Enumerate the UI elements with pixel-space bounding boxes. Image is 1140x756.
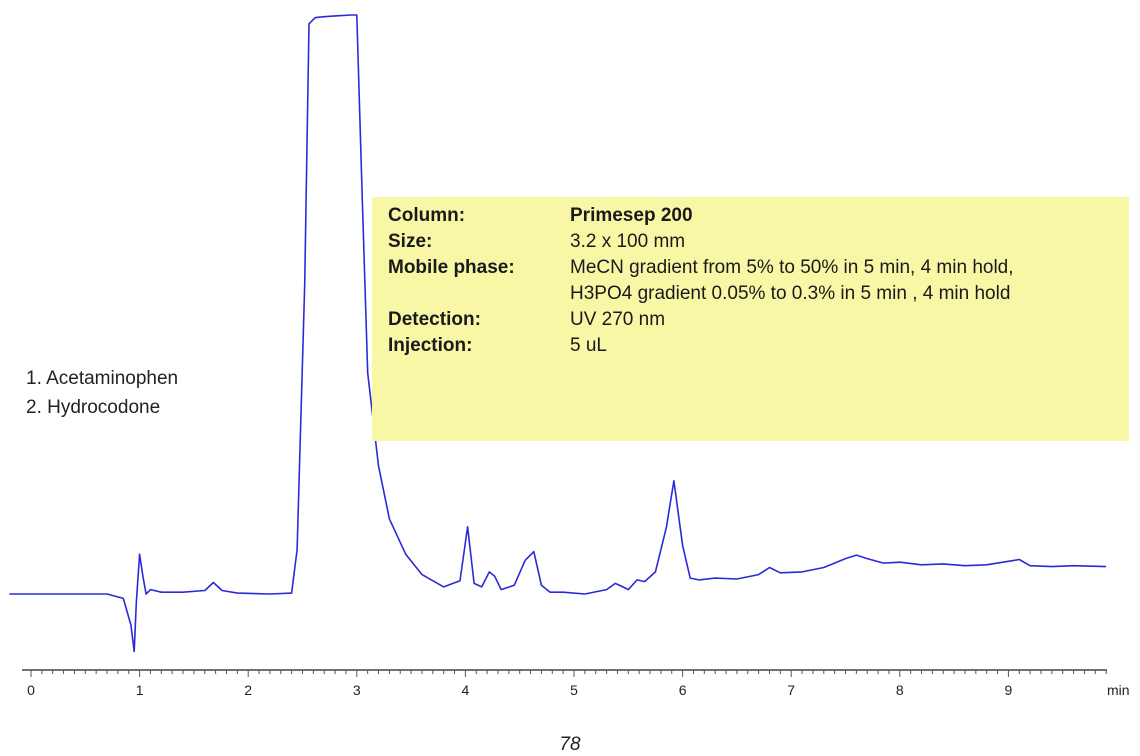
mobile-phase-row: Mobile phase: MeCN gradient from 5% to 5…: [388, 255, 1129, 307]
mobile-phase-value: MeCN gradient from 5% to 50% in 5 min, 4…: [570, 255, 1129, 307]
size-label: Size:: [388, 231, 433, 252]
page-number: 78: [559, 734, 581, 755]
x-tick-label: 2: [244, 682, 252, 698]
legend-item-hydrocodone: 2. Hydrocodone: [26, 397, 161, 418]
detection-row: Detection: UV 270 nm: [388, 307, 1129, 333]
mobile-phase-line-2: H3PO4 gradient 0.05% to 0.3% in 5 min , …: [570, 283, 1011, 304]
peak-legend: 1. Acetaminophen 2. Hydrocodone: [26, 364, 178, 422]
column-row: Column: Primesep 200: [388, 203, 1129, 229]
detection-label: Detection:: [388, 309, 481, 330]
detection-value: UV 270 nm: [570, 309, 666, 330]
x-tick-label: 9: [1005, 682, 1013, 698]
x-tick-label: 0: [27, 682, 35, 698]
chromatogram-trace-0: [9, 14, 1107, 653]
x-tick-label: 4: [462, 682, 470, 698]
size-row: Size: 3.2 x 100 mm: [388, 229, 1129, 255]
x-tick-label: 5: [570, 682, 578, 698]
injection-row: Injection: 5 uL: [388, 333, 1129, 359]
injection-label: Injection:: [388, 335, 473, 356]
chromatogram-trace-group: [9, 14, 1107, 653]
size-value: 3.2 x 100 mm: [570, 231, 686, 252]
x-axis-ticks: 0 1 2 3 4 5 6 7 8 9 min: [27, 670, 1130, 698]
x-tick-label: 7: [787, 682, 795, 698]
mobile-phase-line-1: MeCN gradient from 5% to 50% in 5 min, 4…: [570, 257, 1014, 278]
injection-value: 5 uL: [570, 335, 607, 356]
x-axis-unit-label: min: [1107, 682, 1130, 698]
x-tick-label: 8: [896, 682, 904, 698]
x-tick-label: 6: [679, 682, 687, 698]
legend-item-acetaminophen: 1. Acetaminophen: [26, 368, 179, 389]
x-tick-label: 1: [136, 682, 144, 698]
conditions-box: Column: Primesep 200 Size: 3.2 x 100 mm …: [372, 197, 1129, 441]
column-label: Column:: [388, 205, 466, 226]
column-value: Primesep 200: [570, 205, 693, 226]
mobile-phase-label: Mobile phase:: [388, 257, 515, 278]
x-tick-label: 3: [353, 682, 361, 698]
